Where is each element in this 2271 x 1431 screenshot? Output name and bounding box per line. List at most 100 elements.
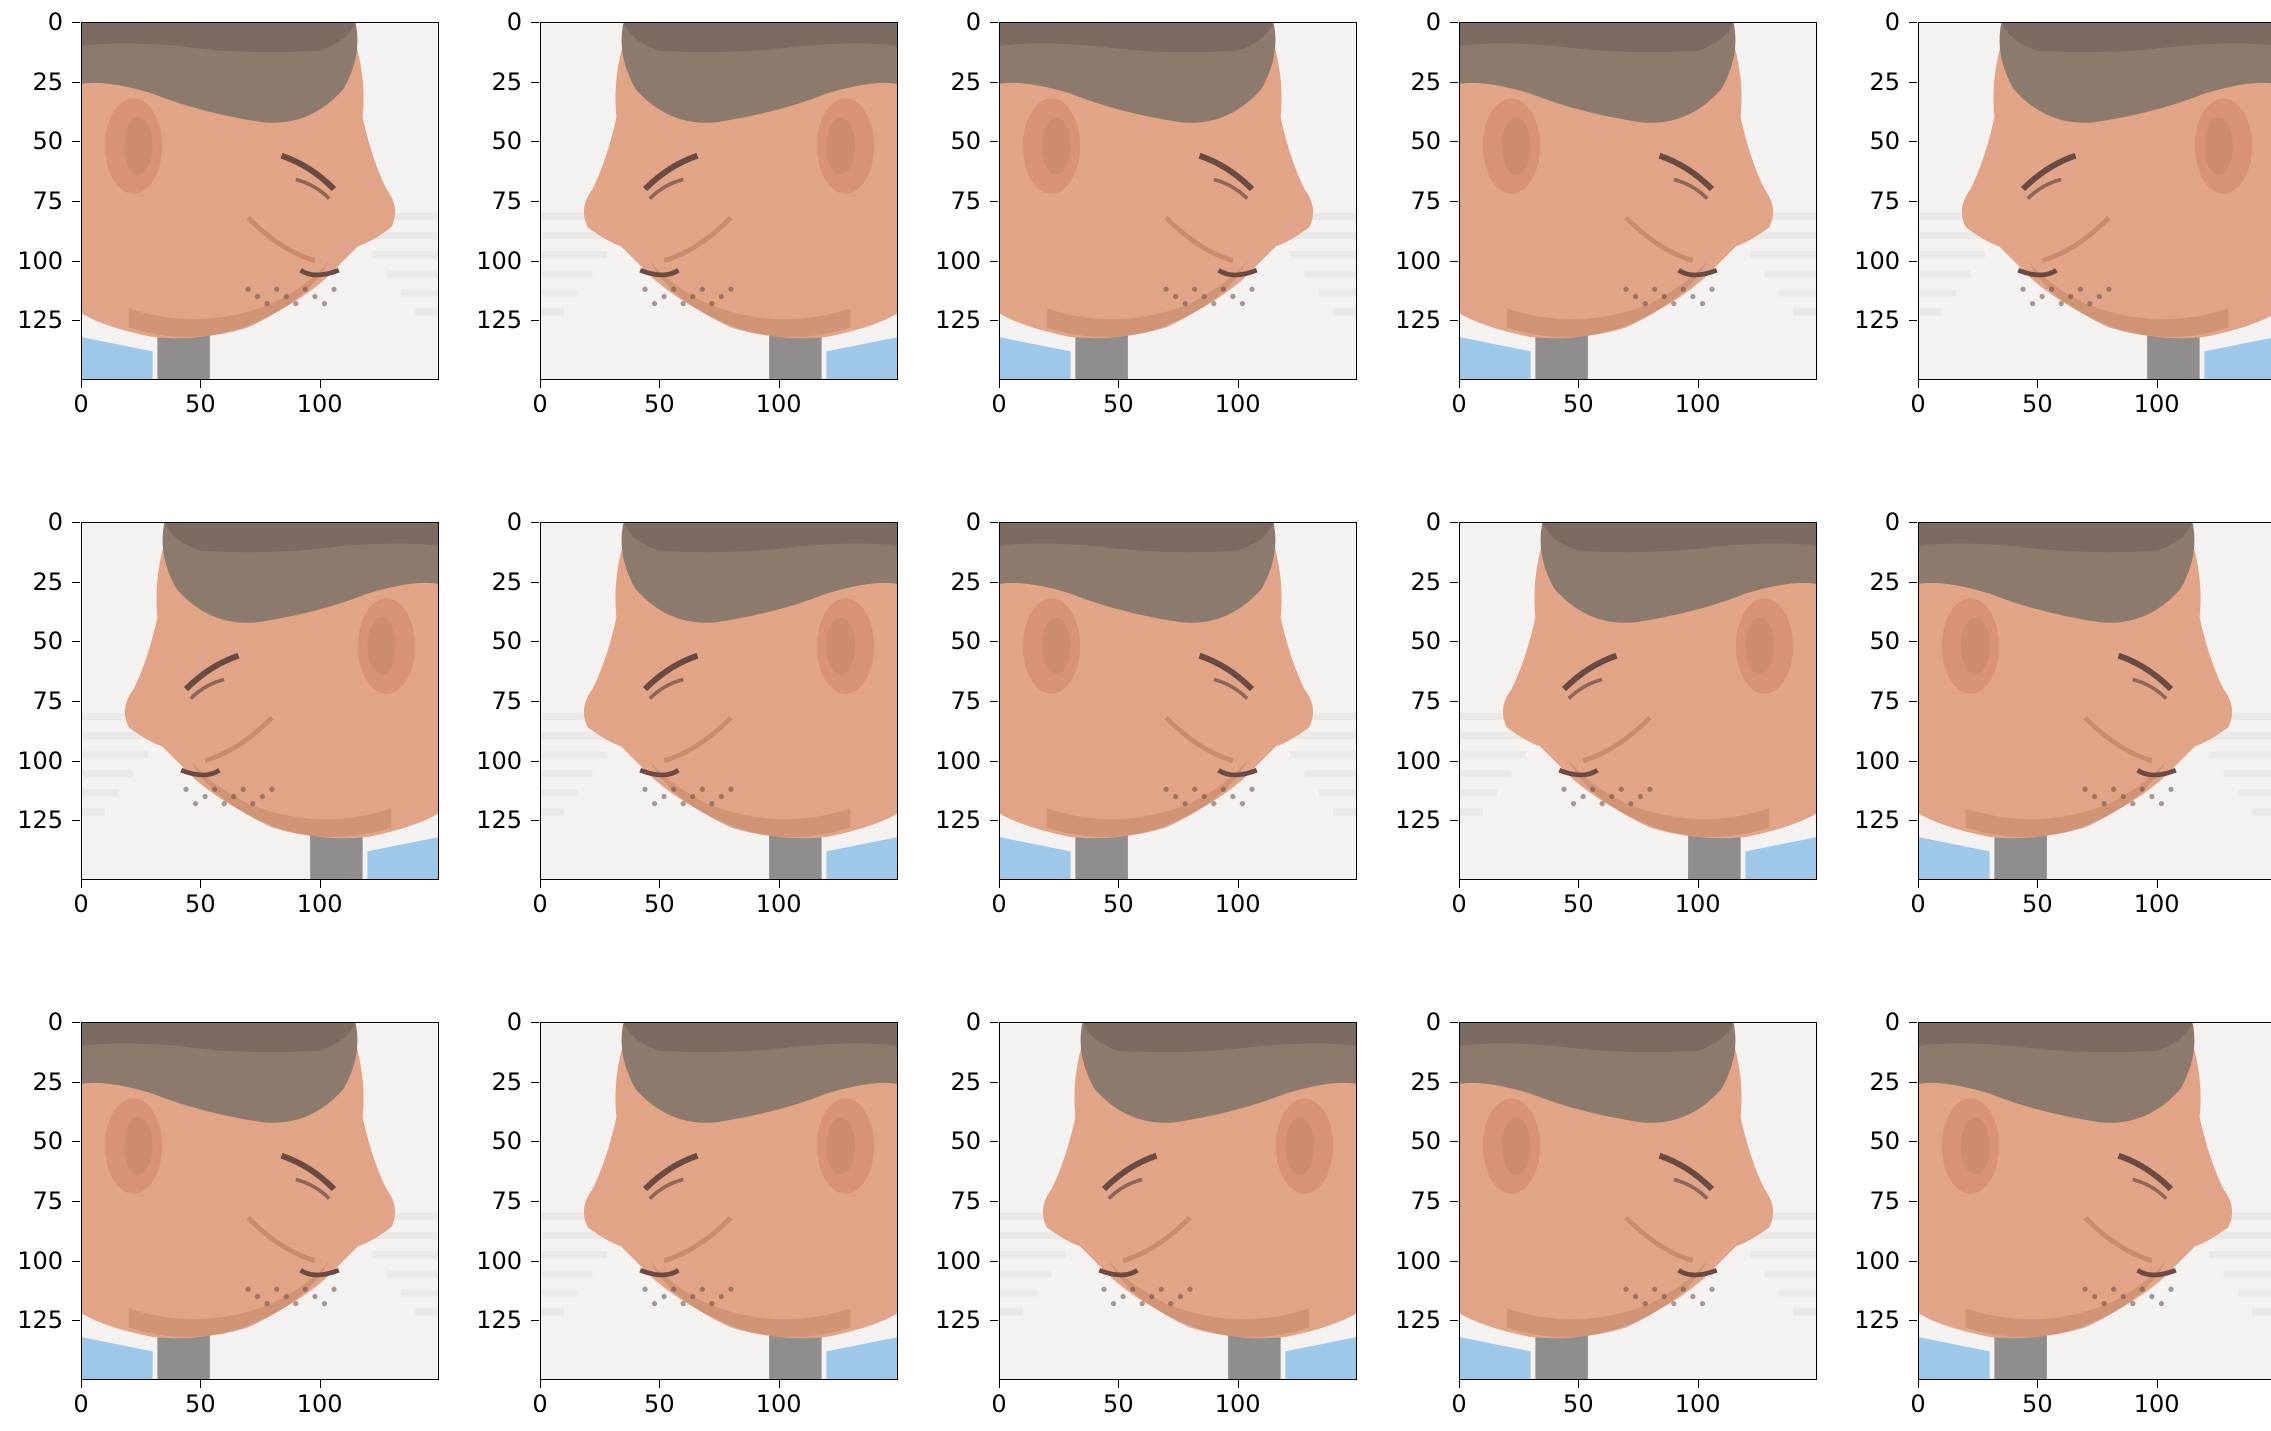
- y-tick-mark: [990, 1141, 998, 1143]
- y-tick-mark: [1450, 641, 1458, 643]
- y-tick-label: 50: [32, 627, 63, 656]
- y-tick-label: 50: [950, 1127, 981, 1156]
- y-tick-mark: [531, 320, 539, 322]
- face-profile-image: [1459, 1022, 1817, 1380]
- y-tick-mark: [990, 201, 998, 202]
- x-tick-label: 0: [1451, 390, 1467, 418]
- y-tick-mark: [531, 522, 539, 523]
- y-tick-label: 25: [1410, 1067, 1441, 1096]
- y-tick-mark: [72, 641, 80, 643]
- x-tick-label: 0: [1451, 1390, 1467, 1418]
- x-tick-mark: [2037, 380, 2039, 388]
- x-tick-label: 0: [991, 890, 1007, 918]
- y-tick-label: 50: [32, 1127, 63, 1156]
- y-tick-mark: [990, 1260, 998, 1262]
- x-tick-label: 0: [73, 390, 89, 418]
- y-tick-label: 75: [32, 1187, 63, 1215]
- y-tick-label: 75: [32, 687, 63, 715]
- y-tick-label: 75: [491, 187, 522, 215]
- x-tick-mark: [1459, 380, 1460, 388]
- y-tick-label: 25: [950, 1067, 981, 1096]
- y-tick-mark: [990, 701, 998, 702]
- y-tick-label: 100: [1395, 246, 1441, 275]
- y-tick-mark: [1450, 701, 1458, 702]
- y-tick-mark: [531, 1260, 539, 1262]
- y-tick-mark: [1909, 701, 1917, 702]
- y-tick-mark: [990, 1201, 998, 1202]
- x-tick-label: 100: [1674, 890, 1721, 918]
- y-tick-label: 75: [1410, 687, 1441, 715]
- y-tick-label: 25: [1410, 67, 1441, 96]
- x-tick-mark: [319, 380, 321, 388]
- x-tick-mark: [659, 380, 661, 388]
- y-tick-label: 0: [1425, 508, 1441, 536]
- x-tick-mark: [1459, 880, 1460, 888]
- x-tick-label: 100: [755, 1390, 802, 1418]
- y-tick-label: 100: [935, 746, 981, 775]
- x-tick-label: 50: [1563, 1390, 1594, 1418]
- x-tick-mark: [2037, 1380, 2039, 1388]
- x-tick-label: 50: [644, 890, 675, 918]
- y-tick-mark: [1909, 141, 1917, 143]
- x-tick-mark: [778, 880, 780, 888]
- y-tick-mark: [72, 320, 80, 322]
- y-tick-label: 125: [1854, 1306, 1900, 1335]
- y-tick-label: 0: [1425, 1008, 1441, 1036]
- subplot-r3-c4: 0 25 50 75 100 125 0 50 100: [1395, 1010, 1817, 1416]
- x-tick-mark: [2156, 380, 2158, 388]
- x-tick-mark: [1697, 380, 1699, 388]
- y-tick-label: 100: [1854, 1246, 1900, 1275]
- y-tick-mark: [1450, 320, 1458, 322]
- x-tick-label: 100: [1214, 390, 1261, 418]
- y-tick-label: 25: [491, 67, 522, 96]
- x-tick-mark: [778, 1380, 780, 1388]
- x-tick-mark: [999, 1380, 1000, 1388]
- y-tick-label: 0: [965, 8, 981, 36]
- y-tick-label: 100: [17, 1246, 63, 1275]
- x-tick-label: 50: [1563, 890, 1594, 918]
- y-tick-label: 125: [1395, 1306, 1441, 1335]
- y-tick-mark: [531, 760, 539, 762]
- x-tick-label: 50: [185, 390, 216, 418]
- y-tick-label: 75: [1410, 187, 1441, 215]
- face-profile-image: [1918, 22, 2271, 380]
- y-tick-mark: [72, 1320, 80, 1322]
- x-tick-label: 0: [532, 390, 548, 418]
- face-profile-image: [999, 522, 1357, 880]
- y-tick-mark: [990, 641, 998, 643]
- x-tick-mark: [200, 880, 202, 888]
- y-tick-mark: [1909, 522, 1917, 523]
- y-tick-label: 25: [950, 67, 981, 96]
- y-tick-mark: [531, 260, 539, 262]
- y-tick-mark: [1450, 201, 1458, 202]
- y-tick-mark: [72, 81, 80, 83]
- y-tick-label: 50: [1869, 627, 1900, 656]
- x-tick-mark: [81, 880, 82, 888]
- y-tick-mark: [72, 760, 80, 762]
- y-tick-label: 125: [1395, 806, 1441, 835]
- x-tick-label: 50: [1563, 390, 1594, 418]
- face-profile-image: [1459, 22, 1817, 380]
- y-tick-mark: [1450, 1320, 1458, 1322]
- y-tick-label: 100: [935, 1246, 981, 1275]
- subplot-r1-c1: 0 25 50 75 100 125 0 50 100: [17, 10, 439, 416]
- y-tick-label: 0: [1425, 8, 1441, 36]
- x-tick-mark: [2156, 1380, 2158, 1388]
- y-tick-label: 125: [476, 306, 522, 335]
- y-tick-label: 125: [935, 306, 981, 335]
- y-tick-label: 0: [506, 8, 522, 36]
- y-tick-label: 125: [17, 1306, 63, 1335]
- y-tick-mark: [531, 81, 539, 83]
- y-tick-mark: [72, 581, 80, 583]
- face-profile-image: [1459, 522, 1817, 880]
- y-tick-mark: [990, 581, 998, 583]
- x-tick-label: 100: [2133, 1390, 2180, 1418]
- subplot-r1-c4: 0 25 50 75 100 125 0 50 100: [1395, 10, 1817, 416]
- face-profile-image: [540, 22, 898, 380]
- y-tick-mark: [1909, 760, 1917, 762]
- x-tick-label: 50: [644, 1390, 675, 1418]
- y-tick-mark: [531, 22, 539, 23]
- x-tick-label: 100: [2133, 390, 2180, 418]
- y-tick-label: 25: [1869, 67, 1900, 96]
